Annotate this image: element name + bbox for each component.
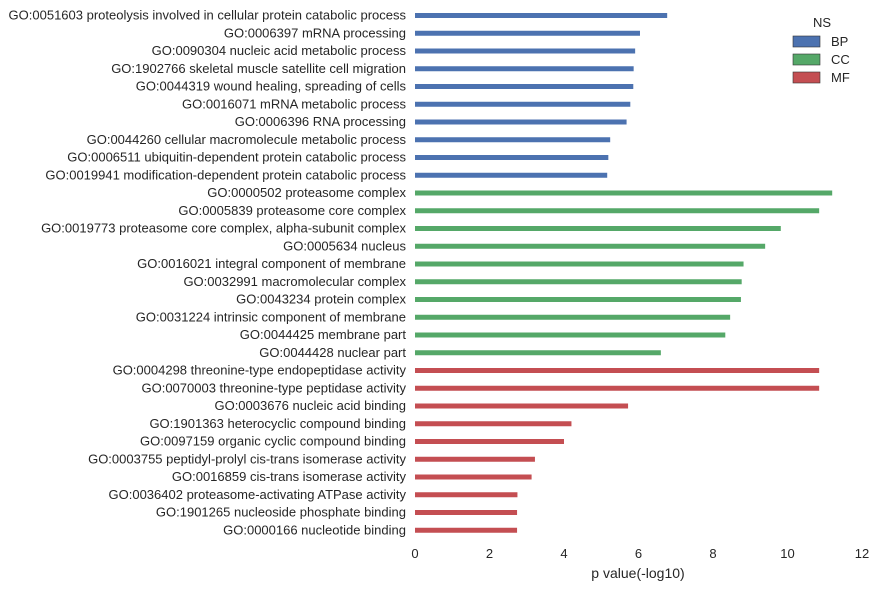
- category-label: GO:0097159 organic cyclic compound bindi…: [140, 434, 406, 449]
- bar-cc-4: [415, 261, 744, 267]
- bar-mf-0: [415, 368, 820, 373]
- category-label: GO:0016859 cis-trans isomerase activity: [172, 469, 407, 484]
- category-label: GO:1901363 heterocyclic compound binding: [149, 416, 406, 431]
- bar-cc-7: [415, 314, 731, 320]
- category-label: GO:0019773 proteasome core complex, alph…: [41, 221, 406, 236]
- bar-cc-0: [415, 190, 833, 196]
- category-label: GO:0032991 macromolecular complex: [183, 274, 406, 289]
- category-label: GO:1901265 nucleoside phosphate binding: [156, 505, 406, 520]
- x-tick-labels-group: 0 2 4 6 8 10 12: [411, 546, 869, 561]
- category-label: GO:0044260 cellular macromolecule metabo…: [87, 132, 407, 147]
- category-label: GO:0003755 peptidyl-prolyl cis-trans iso…: [88, 451, 406, 466]
- category-label: GO:1902766 skeletal muscle satellite cel…: [111, 61, 406, 76]
- category-label: GO:0044319 wound healing, spreading of c…: [136, 79, 407, 94]
- category-label: GO:0044425 membrane part: [240, 327, 407, 342]
- category-label: GO:0004298 threonine-type endopeptidase …: [113, 363, 407, 378]
- category-label: GO:0006396 RNA processing: [235, 114, 406, 129]
- bar-bp-4: [415, 84, 634, 89]
- category-label: GO:0070003 threonine-type peptidase acti…: [141, 380, 406, 395]
- bar-cc-2: [415, 226, 781, 231]
- category-label: GO:0043234 protein complex: [236, 292, 406, 307]
- category-label: GO:0016021 integral component of membran…: [137, 256, 406, 271]
- legend-label-bp: BP: [831, 34, 848, 49]
- x-tick-label: 8: [709, 546, 716, 561]
- bar-cc-6: [415, 297, 741, 302]
- legend-label-cc: CC: [831, 52, 850, 67]
- bar-bp-1: [415, 30, 640, 36]
- category-label: GO:0044428 nuclear part: [259, 345, 406, 360]
- bar-bp-2: [415, 48, 636, 54]
- bar-mf-7: [415, 492, 518, 498]
- legend-label-mf: MF: [831, 70, 850, 85]
- bar-bp-9: [415, 172, 608, 178]
- x-tick-label: 0: [411, 546, 418, 561]
- bar-mf-3: [415, 421, 572, 427]
- category-label: GO:0000166 nucleotide binding: [223, 522, 406, 537]
- bar-mf-5: [415, 456, 535, 462]
- bar-mf-6: [415, 474, 532, 480]
- category-label: GO:0019941 modification-dependent protei…: [45, 167, 406, 182]
- bars-group: [415, 13, 833, 533]
- x-tick-label: 6: [635, 546, 642, 561]
- category-label: GO:0031224 intrinsic component of membra…: [136, 309, 406, 324]
- category-label: GO:0006511 ubiquitin-dependent protein c…: [67, 150, 406, 165]
- category-label: GO:0036402 proteasome-activating ATPase …: [109, 487, 407, 502]
- bar-mf-4: [415, 439, 564, 444]
- category-label: GO:0016071 mRNA metabolic process: [182, 96, 406, 111]
- bar-cc-8: [415, 332, 726, 338]
- bar-bp-8: [415, 155, 609, 160]
- category-label: GO:0090304 nucleic acid metabolic proces…: [152, 43, 407, 58]
- bar-mf-9: [415, 527, 518, 533]
- legend: NS BP CC MF: [792, 15, 850, 85]
- legend-title: NS: [813, 15, 831, 30]
- bar-cc-5: [415, 279, 742, 285]
- x-tick-label: 4: [560, 546, 567, 561]
- category-label: GO:0005634 nucleus: [283, 238, 406, 253]
- legend-swatch-cc: [792, 53, 821, 66]
- x-tick-label: 12: [855, 546, 869, 561]
- category-label: GO:0005839 proteasome core complex: [178, 203, 406, 218]
- bar-bp-7: [415, 137, 611, 143]
- legend-swatch-mf: [792, 71, 821, 84]
- bar-cc-3: [415, 243, 766, 249]
- x-axis-label: p value(-log10): [591, 565, 684, 581]
- bar-bp-5: [415, 101, 631, 107]
- category-label: GO:0000502 proteasome complex: [207, 185, 406, 200]
- bar-bp-6: [415, 119, 627, 125]
- bar-bp-0: [415, 13, 668, 18]
- legend-swatch-bp: [792, 35, 821, 48]
- bar-mf-1: [415, 385, 820, 391]
- x-tick-label: 2: [486, 546, 493, 561]
- bar-mf-2: [415, 403, 629, 409]
- x-tick-label: 10: [780, 546, 794, 561]
- bar-mf-8: [415, 510, 518, 515]
- category-label: GO:0006397 mRNA processing: [224, 25, 406, 40]
- bar-bp-3: [415, 66, 634, 72]
- category-label: GO:0051603 proteolysis involved in cellu…: [9, 8, 407, 23]
- category-labels-group: GO:0051603 proteolysis involved in cellu…: [9, 8, 407, 538]
- category-label: GO:0003676 nucleic acid binding: [214, 398, 406, 413]
- bar-cc-9: [415, 350, 661, 356]
- bar-cc-1: [415, 208, 820, 214]
